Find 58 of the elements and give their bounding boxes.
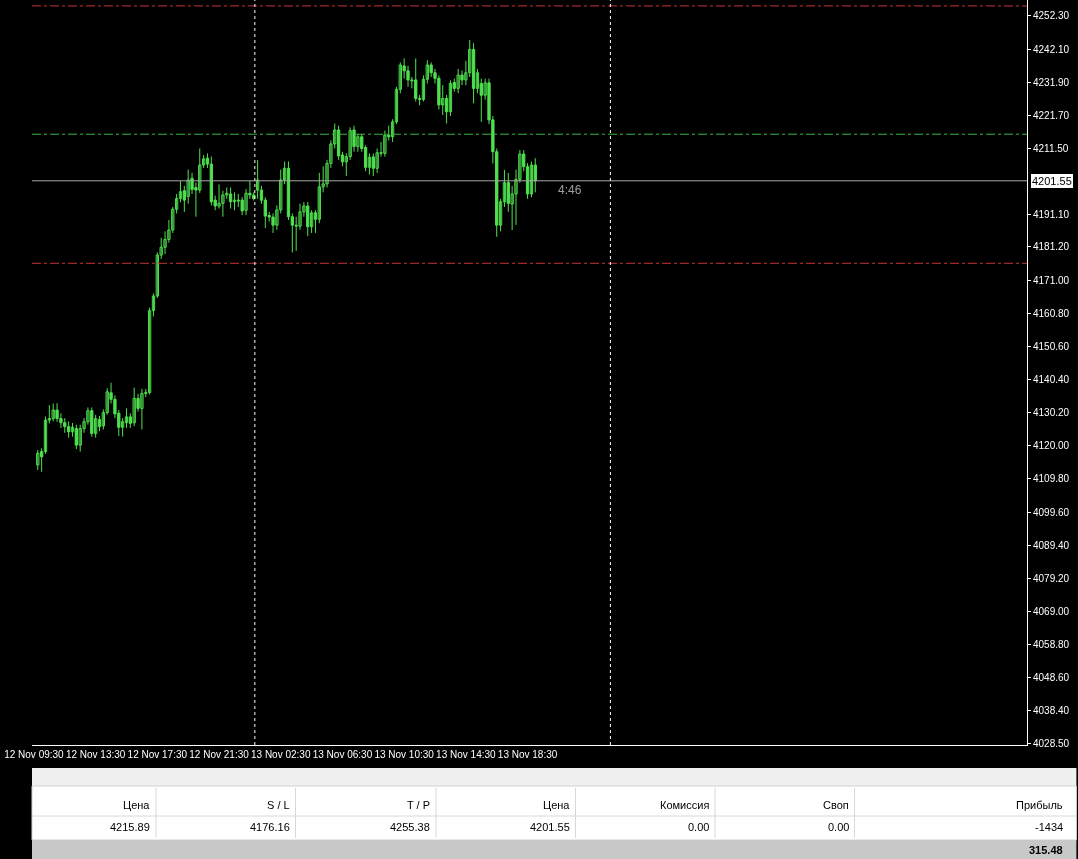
y-tick-label: 4231.90: [1033, 76, 1070, 88]
candlestick: [506, 172, 510, 213]
text: Прибыль: [1016, 799, 1063, 811]
candlestick: [90, 406, 94, 438]
y-tick-label: 4048.60: [1033, 672, 1070, 684]
candlestick: [414, 57, 418, 102]
text: Комиссия: [660, 799, 710, 811]
text: Цена: [123, 799, 151, 811]
x-tick-label: 12 Nov 09:30: [4, 749, 65, 760]
candlestick: [132, 387, 136, 427]
text: S / L: [267, 799, 290, 811]
y-tick-label: 4211.50: [1033, 142, 1069, 154]
x-tick-label: 13 Nov 06:30: [312, 749, 373, 760]
y-tick-label: 4079.20: [1033, 572, 1070, 584]
candlestick: [236, 193, 240, 208]
candlestick: [51, 403, 55, 422]
candlestick: [63, 417, 67, 434]
y-tick-label: 4099.60: [1033, 506, 1070, 518]
text: -1434: [1035, 821, 1064, 833]
text: 4255.38: [390, 821, 430, 833]
y-tick-label: 4181.20: [1033, 241, 1070, 253]
text: Цена: [543, 799, 571, 811]
x-tick-label: 12 Nov 21:30: [189, 749, 250, 760]
y-tick-label: 4221.70: [1033, 109, 1070, 121]
text: 4176.16: [250, 821, 290, 833]
text: 0.00: [828, 821, 850, 833]
x-tick-label: 12 Nov 17:30: [127, 749, 188, 760]
y-tick-label: 4028.50: [1033, 737, 1070, 749]
y-tick-label: 4069.00: [1033, 605, 1070, 617]
text: Своп: [823, 799, 849, 811]
y-tick-label: 4191.10: [1033, 209, 1070, 221]
candlestick: [456, 68, 460, 94]
y-tick-label: 4058.80: [1033, 639, 1070, 651]
x-tick-label: 12 Nov 13:30: [65, 749, 126, 760]
y-tick-label: 4120.00: [1033, 440, 1070, 452]
text: 4215.89: [110, 821, 150, 833]
y-tick-label: 4109.80: [1033, 473, 1070, 485]
x-tick-label: 13 Nov 10:30: [374, 749, 435, 760]
y-tick-label: 4150.60: [1033, 340, 1070, 352]
y-tick-label: 4242.10: [1033, 43, 1070, 55]
text: 315.48: [1029, 844, 1063, 856]
candlestick: [36, 449, 40, 471]
x-tick-label: 13 Nov 18:30: [497, 749, 558, 760]
annotation: 4:46: [558, 183, 582, 197]
y-tick-label: 4252.30: [1033, 10, 1070, 22]
text: 0.00: [688, 821, 710, 833]
y-tick-label: 4171.00: [1033, 274, 1070, 286]
y-tick-label: 4038.40: [1033, 705, 1070, 717]
y-tick-label: 4089.40: [1033, 539, 1070, 551]
x-tick-label: 13 Nov 14:30: [436, 749, 497, 760]
text: T / P: [407, 799, 431, 811]
text: 4201.55: [530, 821, 570, 833]
y-tick-label: 4160.80: [1033, 307, 1070, 319]
ref-line-label: 4201.55: [1032, 175, 1072, 187]
y-tick-label: 4140.40: [1033, 373, 1070, 385]
x-tick-label: 13 Nov 02:30: [251, 749, 311, 760]
candlestick: [306, 201, 310, 237]
y-tick-label: 4130.20: [1033, 407, 1070, 419]
